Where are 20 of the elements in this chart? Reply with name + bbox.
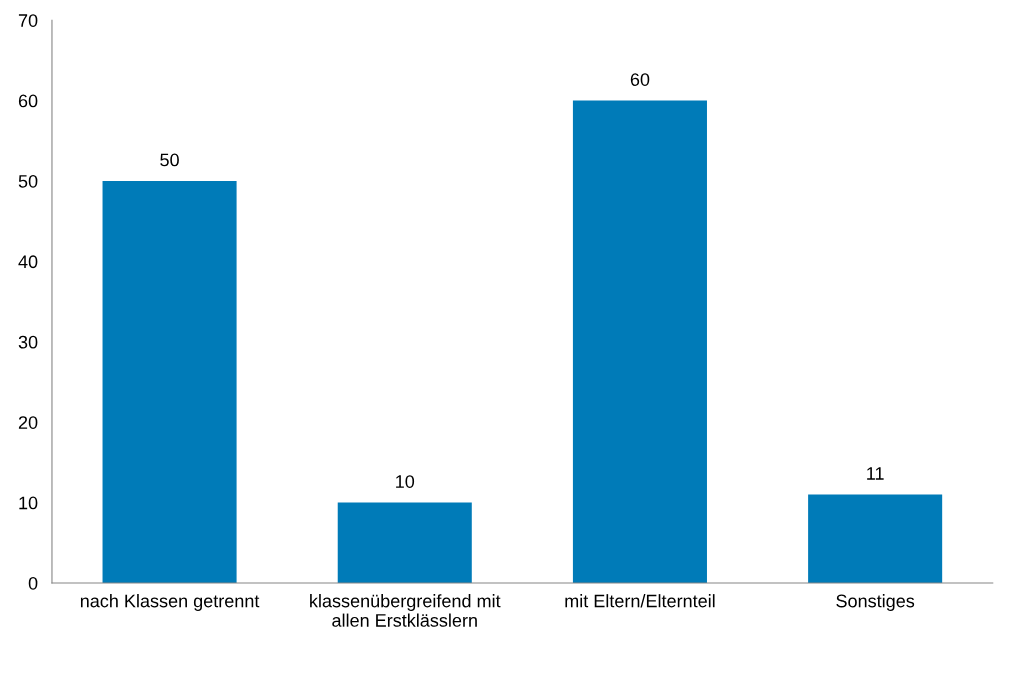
y-tick-label: 40 xyxy=(18,255,38,269)
data-label: 10 xyxy=(396,475,415,488)
x-tick-label: nach Klassen getrennt xyxy=(80,594,260,611)
y-tick-label: 70 xyxy=(18,14,38,27)
bar xyxy=(808,494,943,584)
y-tick-label: 10 xyxy=(19,496,38,510)
bar xyxy=(572,100,707,584)
y-tick-label: 0 xyxy=(28,576,38,590)
bar xyxy=(337,502,472,584)
data-label: 50 xyxy=(160,153,179,167)
x-tick-label: klassenübergreifend mit allen Erstklässlern xyxy=(310,594,501,627)
data-label: 60 xyxy=(630,73,650,86)
y-tick-label: 30 xyxy=(18,335,38,349)
data-label: 11 xyxy=(867,467,884,480)
bar xyxy=(102,181,237,584)
x-tick-label: mit Eltern/Elternteil xyxy=(565,594,715,608)
y-tick-label: 20 xyxy=(18,416,38,429)
y-tick-label: 60 xyxy=(18,94,38,108)
x-tick-label: Sonstiges xyxy=(836,594,915,611)
y-tick-label: 50 xyxy=(18,174,38,188)
